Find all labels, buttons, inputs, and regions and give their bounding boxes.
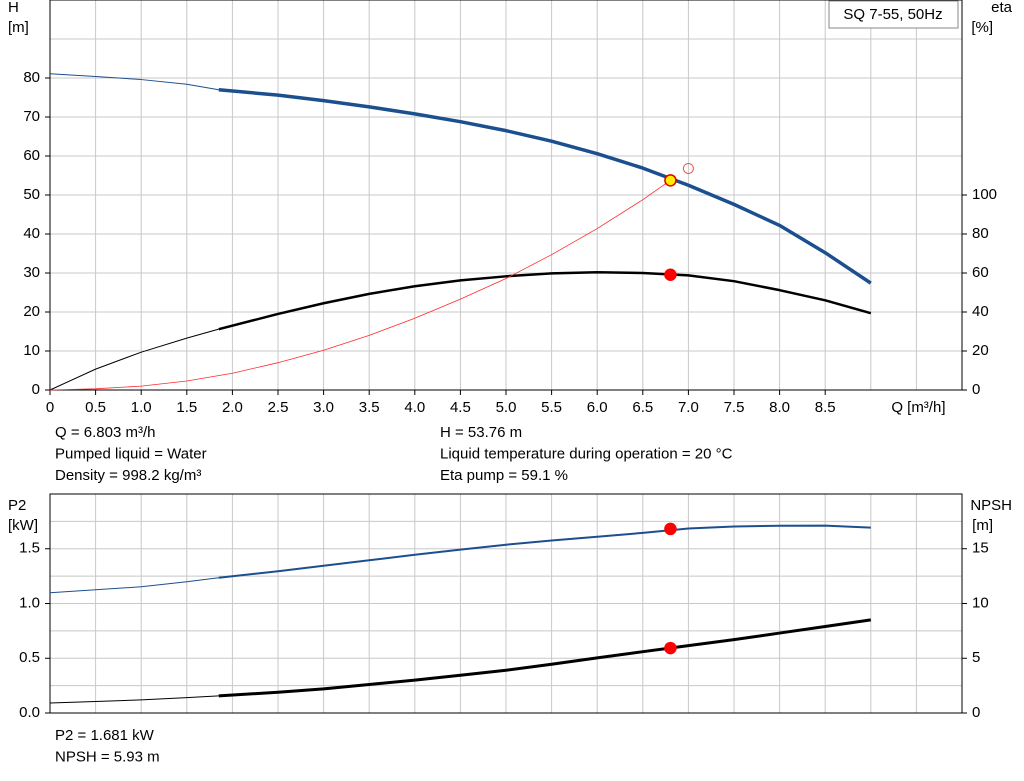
y-axis-unit: [kW] xyxy=(8,517,38,534)
y2-tick-label: 0 xyxy=(972,381,980,398)
x-tick-label: 3.5 xyxy=(359,399,380,416)
x-tick-label: 6.5 xyxy=(632,399,653,416)
info-text: P2 = 1.681 kW xyxy=(55,727,155,744)
y-tick-label: 70 xyxy=(23,108,40,125)
y-tick-label: 10 xyxy=(23,342,40,359)
x-tick-label: 4.5 xyxy=(450,399,471,416)
y2-axis-label: eta xyxy=(991,0,1013,16)
y-tick-label: 40 xyxy=(23,225,40,242)
y2-tick-label: 60 xyxy=(972,264,989,281)
info-text: Liquid temperature during operation = 20… xyxy=(440,445,733,462)
x-tick-label: 1.5 xyxy=(176,399,197,416)
curve xyxy=(218,618,872,698)
curve xyxy=(218,87,872,285)
y-tick-label: 30 xyxy=(23,264,40,281)
x-tick-label: 7.5 xyxy=(724,399,745,416)
x-tick-label: 2.0 xyxy=(222,399,243,416)
x-tick-label: 7.0 xyxy=(678,399,699,416)
title-box xyxy=(828,0,959,29)
y2-tick-label: 100 xyxy=(972,186,997,203)
operating-point xyxy=(664,174,677,187)
x-axis-label: Q [m³/h] xyxy=(891,399,945,416)
curve xyxy=(49,73,219,91)
y2-tick-label: 20 xyxy=(972,342,989,359)
x-tick-label: 8.5 xyxy=(815,399,836,416)
operating-point xyxy=(682,162,694,174)
x-tick-label: 5.5 xyxy=(541,399,562,416)
y2-axis-unit: [m] xyxy=(972,517,993,534)
x-tick-label: 5.0 xyxy=(496,399,517,416)
y-tick-label: 20 xyxy=(23,303,40,320)
info-text: Density = 998.2 kg/m³ xyxy=(55,467,201,484)
y-tick-label: 0 xyxy=(32,381,40,398)
curve xyxy=(49,180,671,391)
info-text: NPSH = 5.93 m xyxy=(55,748,160,765)
y-tick-label: 60 xyxy=(23,147,40,164)
x-tick-label: 1.0 xyxy=(131,399,152,416)
y2-tick-label: 10 xyxy=(972,594,989,611)
y-axis-unit: [m] xyxy=(8,19,29,36)
info-text: Eta pump = 59.1 % xyxy=(440,467,568,484)
curve xyxy=(49,695,219,704)
x-tick-label: 2.5 xyxy=(268,399,289,416)
info-text: Q = 6.803 m³/h xyxy=(55,424,155,441)
y-tick-label: 0.5 xyxy=(19,649,40,666)
operating-point xyxy=(664,522,677,536)
curve xyxy=(218,524,871,579)
chart-title: SQ 7-55, 50Hz xyxy=(843,6,942,23)
curve xyxy=(218,270,872,331)
x-tick-label: 8.0 xyxy=(769,399,790,416)
curve xyxy=(49,577,219,594)
y2-tick-label: 15 xyxy=(972,540,989,557)
y-tick-label: 80 xyxy=(23,69,40,86)
y2-tick-label: 80 xyxy=(972,225,989,242)
operating-point xyxy=(664,641,677,655)
x-tick-label: 4.0 xyxy=(404,399,425,416)
info-text: H = 53.76 m xyxy=(440,424,522,441)
x-tick-label: 0.5 xyxy=(85,399,106,416)
y2-axis-label: NPSH xyxy=(970,497,1012,514)
y2-tick-label: 0 xyxy=(972,704,980,721)
y-tick-label: 50 xyxy=(23,186,40,203)
x-tick-label: 3.0 xyxy=(313,399,334,416)
y-axis-label: P2 xyxy=(8,497,26,514)
y-tick-label: 0.0 xyxy=(19,704,40,721)
y2-axis-unit: [%] xyxy=(971,19,993,36)
curve xyxy=(49,328,219,391)
y2-tick-label: 5 xyxy=(972,649,980,666)
y2-tick-label: 40 xyxy=(972,303,989,320)
y-tick-label: 1.0 xyxy=(19,594,40,611)
info-text: Pumped liquid = Water xyxy=(55,445,207,462)
x-tick-label: 6.0 xyxy=(587,399,608,416)
operating-point xyxy=(664,268,677,282)
y-tick-label: 1.5 xyxy=(19,540,40,557)
x-tick-label: 0 xyxy=(46,399,54,416)
y-axis-label: H xyxy=(8,0,19,16)
